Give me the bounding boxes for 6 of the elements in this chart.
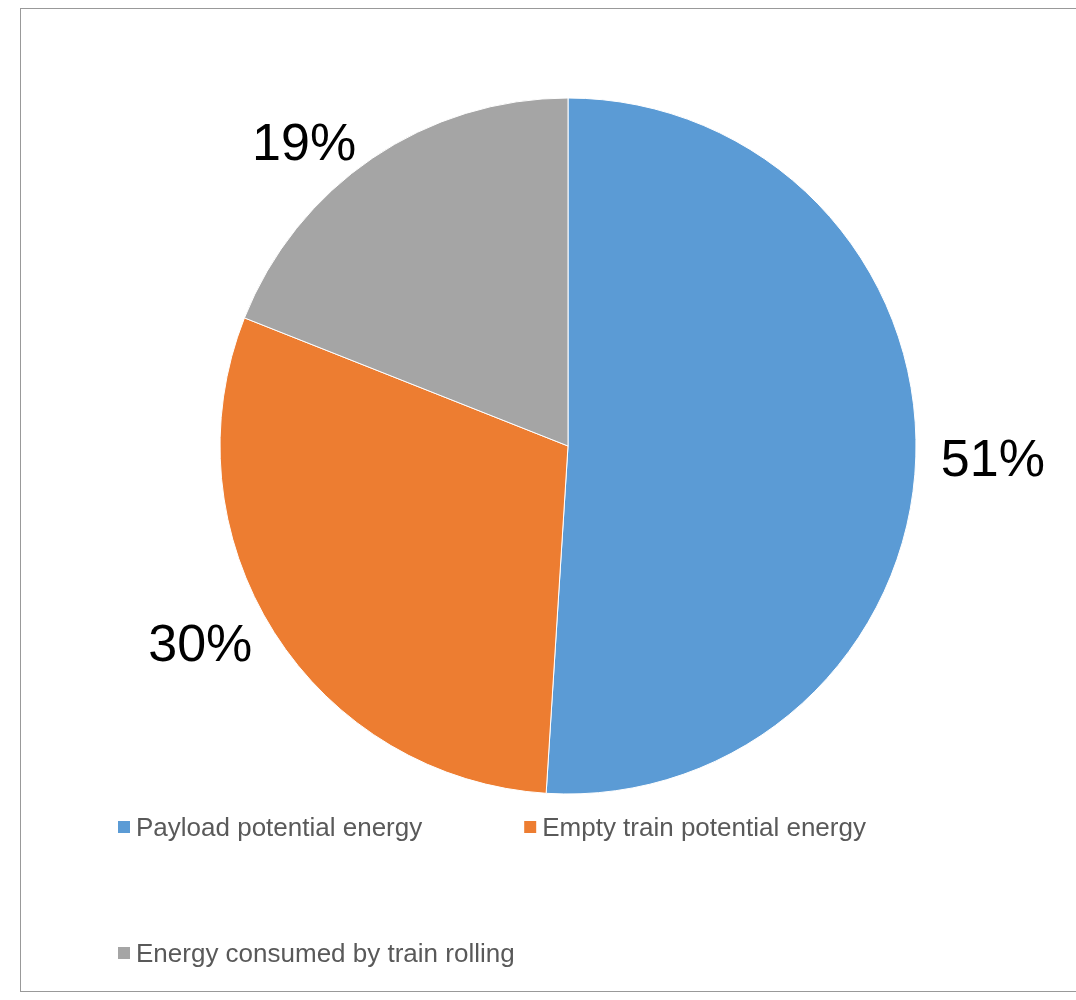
data-label: 51% [940, 428, 1045, 487]
legend-label: Empty train potential energy [542, 812, 866, 842]
legend-label: Energy consumed by train rolling [136, 938, 515, 968]
data-label: 19% [252, 112, 357, 171]
data-label: 30% [148, 614, 253, 673]
legend-label: Payload potential energy [136, 812, 423, 842]
